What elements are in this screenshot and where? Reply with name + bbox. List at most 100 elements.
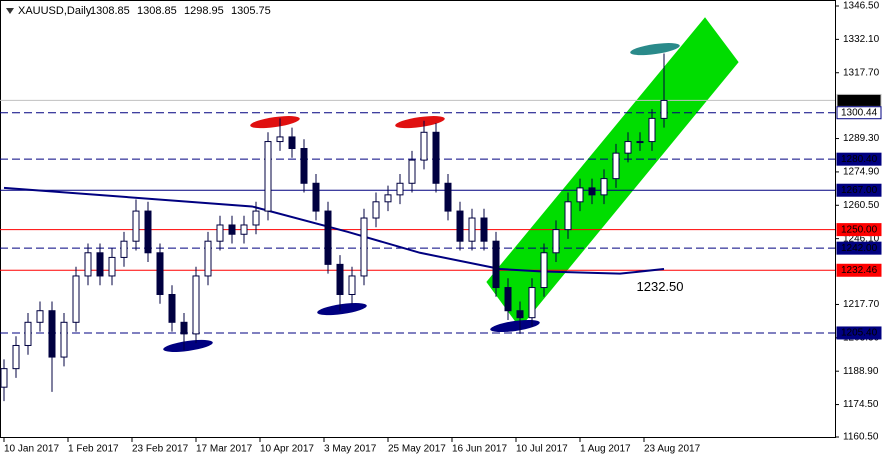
level-label: 1300.44: [841, 107, 878, 118]
candle-body: [492, 240, 500, 289]
level-label: 1250.00: [841, 224, 878, 235]
y-tick-label: 1174.50: [843, 399, 879, 410]
y-tick-label: 1289.30: [843, 133, 880, 144]
candle-body: [288, 136, 296, 150]
candle-body: [516, 310, 524, 319]
pivot-marker: [163, 339, 213, 352]
candle-body: [180, 321, 188, 335]
candle-body: [336, 263, 344, 295]
candle-body: [108, 256, 116, 277]
annotation: 1232.50: [637, 279, 684, 294]
candle-body: [60, 321, 68, 358]
ohlc-close: 1305.75: [231, 5, 271, 17]
candle-body: [36, 310, 44, 323]
candle-body: [348, 275, 356, 295]
x-tick-label: 10 Jul 2017: [516, 444, 568, 455]
candle-body: [204, 240, 212, 277]
candle-body: [624, 141, 632, 154]
ohlc-open: 1308.85: [90, 5, 130, 17]
pivot-marker: [395, 116, 445, 129]
candle-body: [228, 224, 236, 235]
level-label-bg: [836, 241, 882, 255]
x-tick-label: 16 Jun 2017: [452, 444, 507, 455]
candle-body: [276, 136, 284, 143]
level-label: 1280.40: [841, 154, 878, 165]
candle-body: [0, 368, 8, 388]
candle-body: [456, 210, 464, 242]
level-label: 1305.75: [841, 95, 878, 106]
level-label-bg: [836, 223, 882, 237]
candle-body: [444, 182, 452, 212]
y-tick-label: 1274.90: [843, 167, 880, 178]
header-icon: [6, 8, 14, 14]
pivot-marker: [317, 303, 367, 316]
plot-area: 1232.50: [0, 17, 835, 402]
y-tick-label: 1332.10: [843, 34, 880, 45]
candle-body: [300, 148, 308, 184]
candle-body: [264, 141, 272, 212]
candle-body: [540, 252, 548, 289]
candle-body: [648, 117, 656, 143]
axes: 1346.50 1332.10 1317.70 1289.30 1274.90 1260.…: [3, 1, 882, 455]
candle-body: [72, 275, 80, 323]
candle-body: [12, 344, 20, 370]
candle-body: [312, 182, 320, 212]
x-tick-label: 23 Aug 2017: [644, 444, 701, 455]
candle-body: [156, 252, 164, 295]
x-tick-label: 25 May 2017: [388, 444, 446, 455]
candle-body: [408, 159, 416, 184]
x-tick-label: 10 Jan 2017: [4, 444, 59, 455]
candle-body: [144, 210, 152, 254]
level-label: 1232.46: [841, 265, 878, 276]
candle-body: [636, 141, 644, 144]
x-tick-label: 3 May 2017: [324, 444, 377, 455]
candle-body: [324, 210, 332, 265]
level-label-bg: [836, 152, 882, 166]
x-tick-label: 1 Aug 2017: [580, 444, 631, 455]
level-label-bg: [836, 263, 882, 277]
candle-body: [84, 252, 92, 277]
y-tick-label: 1246.10: [843, 233, 880, 244]
candle-body: [240, 224, 248, 235]
candle-body: [216, 224, 224, 242]
y-tick-label: 1160.50: [843, 432, 879, 443]
x-tick-label: 23 Feb 2017: [132, 444, 189, 455]
level-label: 1242.00: [841, 243, 878, 254]
y-tick-label: 1217.70: [843, 299, 880, 310]
candle-body: [168, 293, 176, 323]
candle-body: [480, 217, 488, 242]
level-label: 1205.40: [841, 328, 878, 339]
pivot-marker: [490, 319, 540, 333]
candle-body: [552, 229, 560, 254]
y-tick-label: 1260.50: [843, 200, 880, 211]
candle-body: [600, 178, 608, 196]
candle-body: [612, 152, 620, 180]
x-tick-label: 10 Apr 2017: [260, 444, 314, 455]
candle-body: [564, 201, 572, 231]
candle-body: [96, 252, 104, 277]
candle-body: [192, 275, 200, 335]
level-label-bg: [836, 183, 882, 197]
candle-body: [504, 287, 512, 312]
y-tick-label: 1188.90: [843, 366, 879, 377]
candle-body: [384, 194, 392, 203]
candle-body: [528, 287, 536, 319]
candle-body: [120, 240, 128, 258]
ohlc-low: 1298.95: [184, 5, 224, 17]
symbol: XAUUSD,Daily: [18, 5, 92, 17]
candle-body: [468, 217, 476, 242]
candle-body: [432, 131, 440, 184]
ohlc-high: 1308.85: [137, 5, 177, 17]
candle-body: [24, 321, 32, 346]
candle-body: [132, 210, 140, 242]
candle-body: [252, 210, 260, 226]
level-label-bg: [836, 326, 882, 340]
candle-body: [588, 187, 596, 196]
candle-body: [396, 182, 404, 196]
candle-body: [660, 99, 668, 119]
level-label-bg: [836, 106, 882, 120]
candle-body: [372, 201, 380, 219]
pivot-marker: [630, 43, 680, 56]
candle-body: [360, 217, 368, 277]
